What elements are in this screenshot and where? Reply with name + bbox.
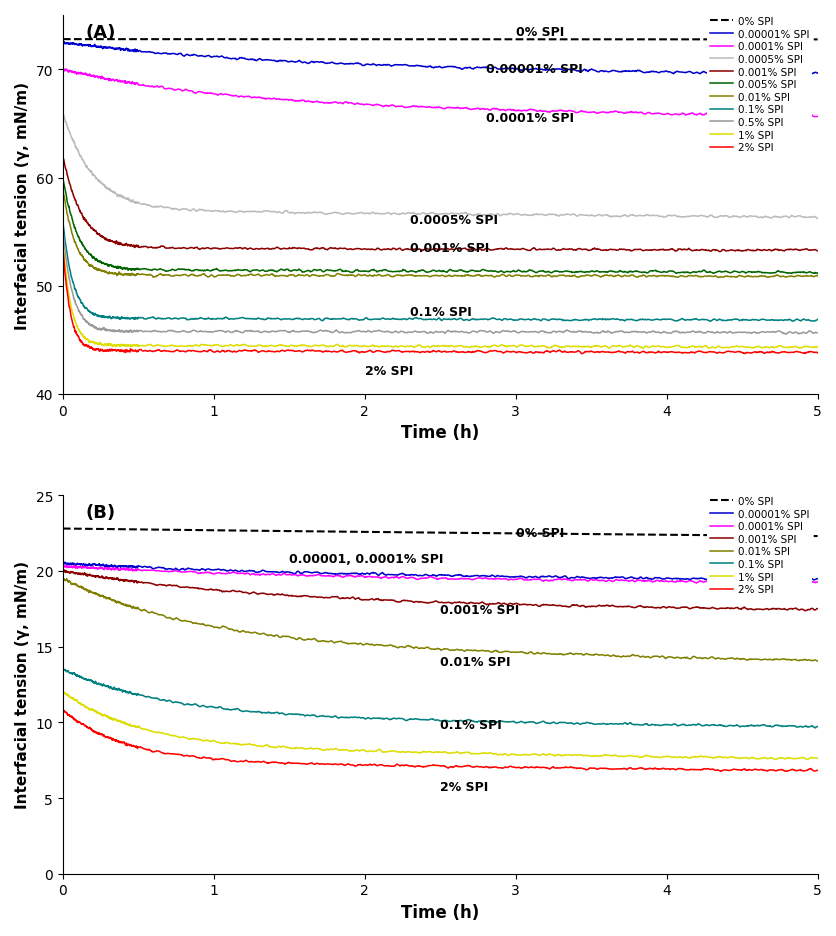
Text: (A): (A): [85, 24, 115, 42]
Y-axis label: Interfacial tension (γ, mN/m): Interfacial tension (γ, mN/m): [15, 561, 30, 809]
Text: 0.1% SPI: 0.1% SPI: [440, 719, 502, 732]
Text: 0.01% SPI: 0.01% SPI: [440, 655, 510, 668]
X-axis label: Time (h): Time (h): [400, 903, 479, 921]
Y-axis label: Interfacial tension (γ, mN/m): Interfacial tension (γ, mN/m): [15, 81, 30, 329]
Text: 0.001% SPI: 0.001% SPI: [440, 604, 519, 617]
Text: 2% SPI: 2% SPI: [440, 781, 488, 794]
Text: 0.00001% SPI: 0.00001% SPI: [485, 63, 582, 76]
Text: 2% SPI: 2% SPI: [364, 365, 412, 378]
Legend: 0% SPI, 0.00001% SPI, 0.0001% SPI, 0.001% SPI, 0.01% SPI, 0.1% SPI, 1% SPI, 2% S: 0% SPI, 0.00001% SPI, 0.0001% SPI, 0.001…: [706, 493, 812, 598]
Text: 0.0005% SPI: 0.0005% SPI: [410, 213, 497, 227]
Text: 0% SPI: 0% SPI: [515, 527, 563, 539]
X-axis label: Time (h): Time (h): [400, 424, 479, 442]
Text: 0.001% SPI: 0.001% SPI: [410, 241, 489, 255]
Text: (B): (B): [85, 504, 115, 521]
Text: 0.00001, 0.0001% SPI: 0.00001, 0.0001% SPI: [289, 552, 443, 565]
Legend: 0% SPI, 0.00001% SPI, 0.0001% SPI, 0.0005% SPI, 0.001% SPI, 0.005% SPI, 0.01% SP: 0% SPI, 0.00001% SPI, 0.0001% SPI, 0.000…: [706, 14, 812, 156]
Text: 0.1% SPI: 0.1% SPI: [410, 305, 472, 318]
Text: 0.0001% SPI: 0.0001% SPI: [485, 112, 573, 125]
Text: 0% SPI: 0% SPI: [515, 26, 563, 38]
